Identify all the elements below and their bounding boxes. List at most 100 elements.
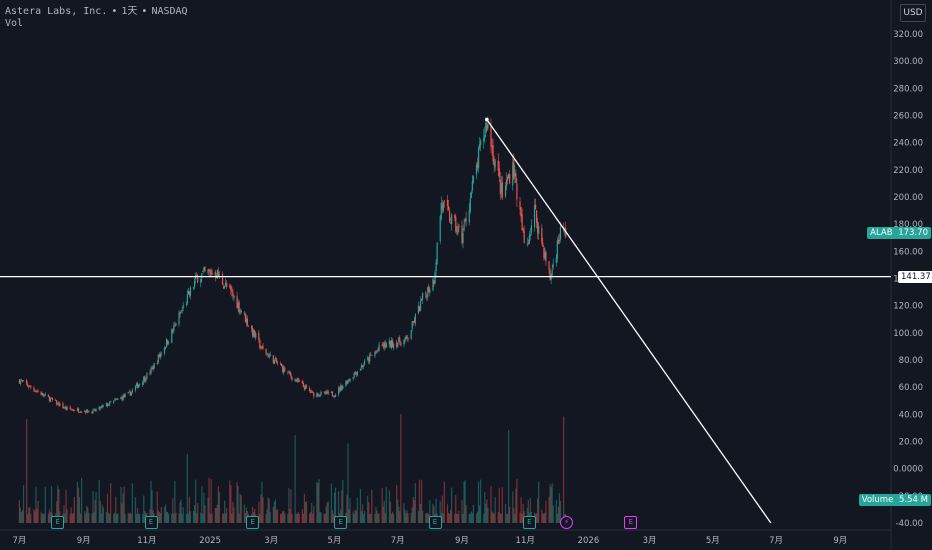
drawings[interactable] — [0, 117, 891, 524]
time-axis[interactable]: 7月 9月 11月 2025 3月 5月 7月 9月 11月 2026 3月 5月 7月 9月 — [12, 536, 847, 546]
volume-bar — [106, 493, 109, 523]
currency-button[interactable]: USD — [900, 4, 926, 22]
candle-body — [301, 380, 303, 384]
earnings-marker-icon[interactable]: E — [522, 516, 536, 529]
candle-body — [156, 362, 158, 364]
candle-body — [410, 330, 412, 340]
candle-body — [185, 304, 187, 305]
volume-bar — [272, 506, 274, 523]
volume-bar — [44, 486, 46, 523]
volume-bar — [512, 491, 514, 523]
price-axis[interactable]: 320.00 300.00 280.00 260.00 240.00 220.00 200.… — [893, 30, 923, 529]
candle-body — [240, 311, 242, 312]
price-tick-label: 40.00 — [899, 410, 923, 420]
volume-bar — [330, 483, 332, 523]
earnings-marker-icon[interactable]: E — [334, 516, 348, 529]
volume-bar — [385, 487, 387, 523]
volume-bar — [50, 486, 53, 523]
volume-bar — [515, 488, 517, 523]
candle-body — [361, 365, 364, 368]
volume-bar — [40, 511, 42, 523]
volume-bar — [127, 513, 129, 523]
candle-body — [359, 368, 362, 371]
candle-body — [204, 266, 206, 272]
earnings-marker-icon[interactable]: E — [51, 516, 65, 529]
volume-bar — [318, 479, 320, 523]
candle-body — [181, 309, 183, 312]
candle-body — [347, 379, 349, 384]
candle-body — [100, 406, 102, 409]
candle-body — [298, 381, 300, 383]
candle-body — [462, 232, 464, 244]
volume-bar — [192, 510, 195, 523]
candle-body — [397, 343, 399, 348]
volume-bar — [451, 487, 453, 523]
candle-body — [446, 199, 449, 206]
volume-bar — [186, 454, 188, 523]
candle-body — [310, 391, 312, 393]
candle-body — [527, 243, 529, 245]
candle-body — [261, 346, 263, 348]
volume-bar — [465, 505, 467, 523]
volume-bar — [188, 496, 190, 523]
candle-body — [62, 403, 64, 409]
candle-body — [404, 338, 406, 341]
volume-bar — [413, 500, 415, 523]
candle-body — [500, 183, 502, 193]
future-earnings-marker-icon[interactable]: E — [624, 516, 638, 529]
candle-body — [158, 354, 160, 357]
dividend-marker-icon[interactable]: ⚡ — [560, 516, 574, 529]
candle-body — [382, 344, 384, 347]
volume-bar — [371, 490, 373, 523]
candle-body — [475, 164, 478, 175]
volume-bar — [550, 486, 552, 523]
price-tick-label: 200.00 — [893, 193, 923, 203]
volume-bar — [543, 513, 545, 523]
time-tick-label: 7月 — [769, 536, 783, 546]
candle-body — [302, 383, 305, 387]
candle-body — [105, 403, 108, 406]
earnings-marker-icon[interactable]: E — [144, 516, 158, 529]
volume-bar — [332, 513, 335, 523]
legend-volume-row[interactable]: Vol — [5, 18, 188, 30]
candle-body — [442, 202, 444, 212]
candle-body — [144, 375, 146, 381]
volume-bar — [210, 479, 212, 523]
candle-body — [116, 399, 118, 400]
volume-bar — [167, 511, 169, 523]
volume-bar — [389, 501, 392, 523]
volume-bar — [49, 511, 52, 523]
time-tick-label: 2026 — [578, 536, 600, 546]
volume-bar — [529, 497, 531, 523]
volume-label: Volume — [861, 495, 894, 505]
trend-line-anchor[interactable] — [485, 117, 489, 122]
candle-body — [353, 372, 355, 378]
candle-body — [41, 392, 43, 395]
volume-bar — [368, 502, 370, 523]
candle-body — [94, 409, 96, 411]
candle-body — [557, 239, 559, 244]
volume-bar — [493, 513, 495, 523]
volume-bar — [392, 513, 395, 523]
volume-bar — [236, 482, 238, 523]
candle-body — [258, 332, 260, 340]
earnings-marker-icon[interactable]: E — [246, 516, 260, 529]
volume-bar — [43, 513, 45, 523]
candle-body — [123, 394, 125, 397]
legend-symbol-row[interactable]: Astera Labs, Inc. • 1天 • NASDAQ — [5, 6, 188, 18]
volume-bar — [355, 510, 357, 523]
candle-body — [303, 386, 306, 390]
candle-body — [455, 216, 457, 232]
trend-line[interactable] — [486, 119, 772, 524]
candle-body — [352, 377, 354, 379]
volume-bar — [449, 509, 452, 523]
volume-bar — [71, 513, 73, 523]
candle-body — [420, 299, 423, 301]
earnings-marker-icon[interactable]: E — [428, 516, 442, 529]
volume-bar — [338, 491, 340, 523]
candle-body — [338, 387, 340, 395]
volume-bar — [305, 501, 308, 523]
candle-body — [505, 179, 508, 187]
volume-bar — [476, 511, 479, 523]
